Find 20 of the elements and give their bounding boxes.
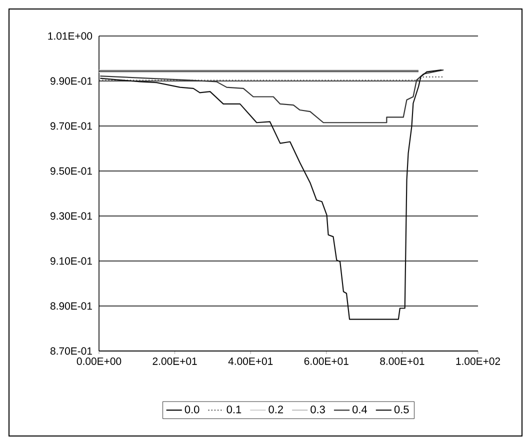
y-tick-label: 1.01E+00 [48, 32, 92, 40]
y-tick-label: 8.90E-01 [50, 302, 92, 310]
y-tick-label: 9.70E-01 [50, 122, 92, 130]
y-tick-label: 9.90E-01 [50, 77, 92, 85]
y-tick-label: 9.50E-01 [50, 167, 92, 175]
x-tick-label: 0.00E+00 [76, 358, 122, 365]
x-tick-label: 2.00E+01 [152, 358, 197, 365]
legend-label: 0.2 [268, 406, 283, 414]
legend-label: 0.3 [310, 406, 325, 414]
legend-label: 0.5 [394, 406, 409, 414]
legend-label: 0.0 [184, 406, 200, 414]
x-tick-label: 8.00E+01 [380, 358, 424, 365]
y-tick-label: 8.70E-01 [50, 347, 92, 355]
x-tick-label: 6.00E+01 [304, 358, 348, 365]
x-tick-label: 4.00E+01 [228, 358, 273, 365]
x-tick-label: 1.00E+02 [456, 358, 500, 365]
legend-label: 0.4 [352, 406, 368, 414]
y-tick-label: 9.30E-01 [50, 212, 92, 220]
y-tick-label: 9.10E-01 [50, 257, 92, 265]
legend-label: 0.1 [226, 406, 242, 414]
